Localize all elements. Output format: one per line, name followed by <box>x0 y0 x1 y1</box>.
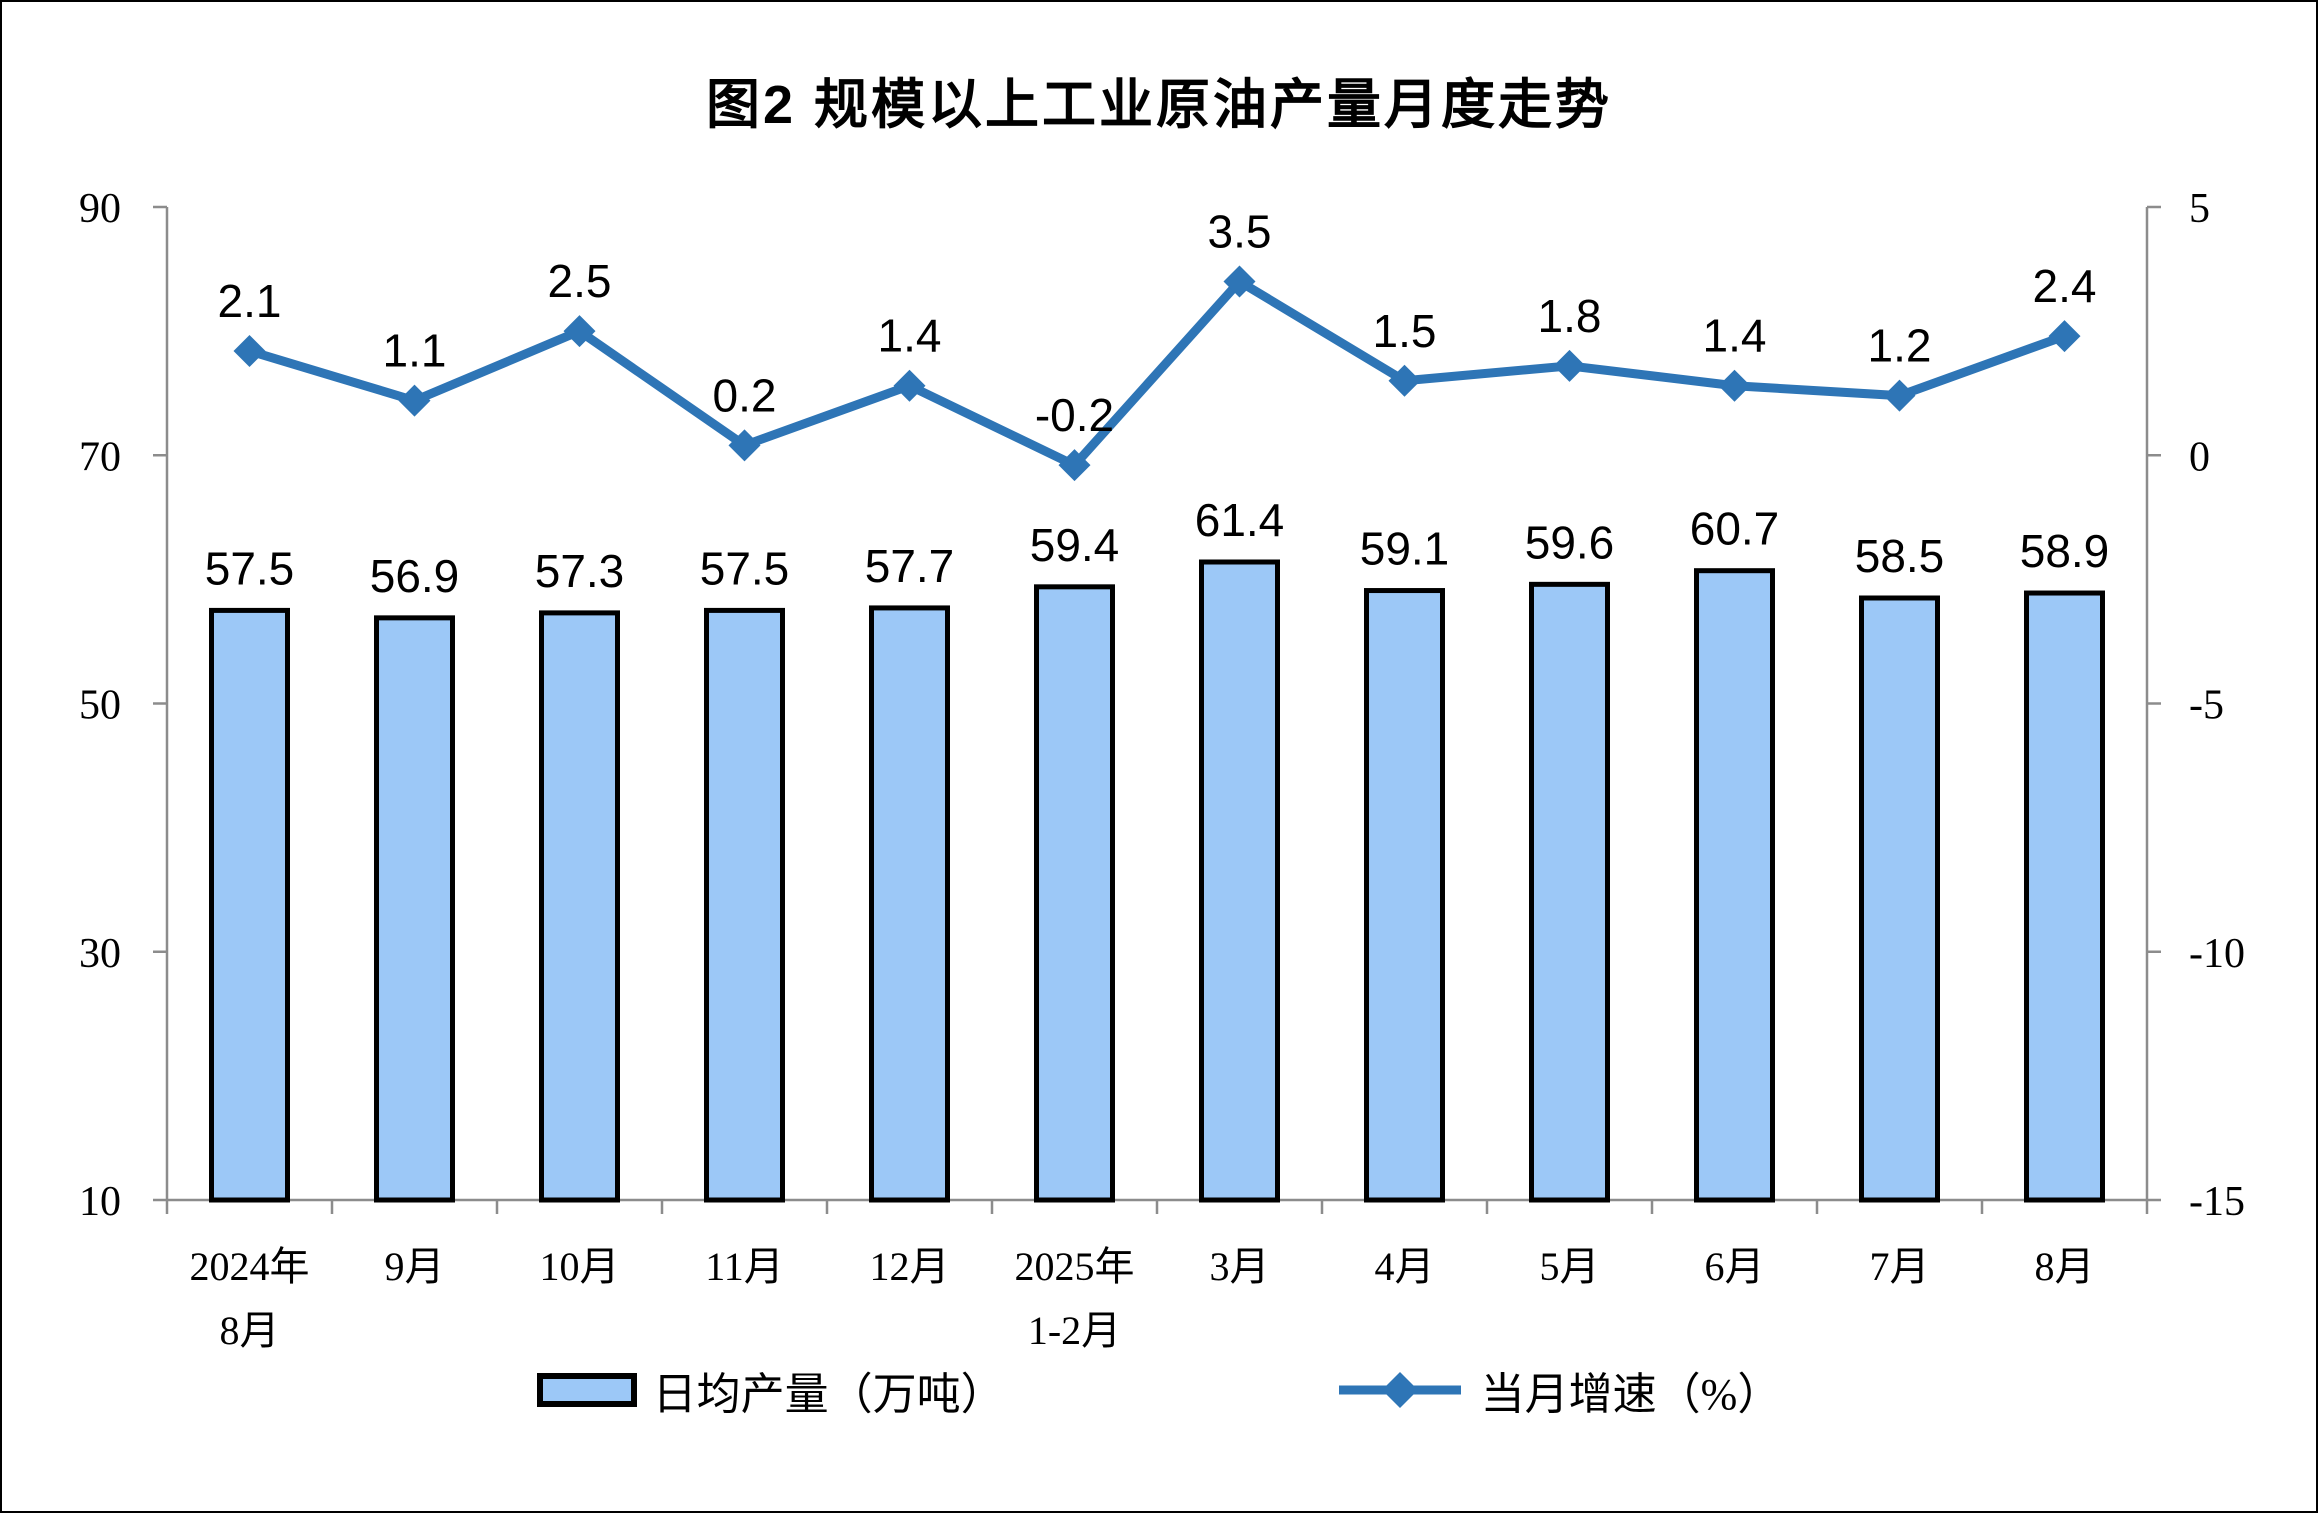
x-axis-label: 2025年 <box>1015 1244 1135 1289</box>
bar-value-label: 58.9 <box>2020 525 2110 577</box>
bar-value-label: 57.5 <box>700 542 790 594</box>
bar <box>869 605 950 1203</box>
line-value-label: 3.5 <box>1208 205 1272 257</box>
line-marker-icon <box>1883 379 1916 412</box>
bar-value-label: 58.5 <box>1855 530 1945 582</box>
x-axis-label: 12月 <box>870 1244 950 1289</box>
bar <box>209 607 290 1203</box>
line-value-label: -0.2 <box>1035 389 1114 441</box>
line-marker-icon <box>233 334 266 367</box>
bar-legend-swatch-icon <box>536 1373 637 1407</box>
left-axis-tick-label: 50 <box>79 683 121 729</box>
x-axis-label: 4月 <box>1375 1244 1435 1289</box>
bar-value-label: 60.7 <box>1690 503 1780 555</box>
bar-value-label: 59.4 <box>1030 519 1120 571</box>
bar <box>1199 559 1280 1203</box>
line-value-label: 2.5 <box>548 255 612 307</box>
bar-value-label: 56.9 <box>370 550 460 602</box>
bar <box>1529 581 1610 1203</box>
bar-value-label: 59.1 <box>1360 523 1450 575</box>
left-axis-tick-label: 30 <box>79 931 121 977</box>
x-axis-label: 7月 <box>1870 1244 1930 1289</box>
bar <box>374 615 455 1203</box>
left-axis-tick-label: 10 <box>79 1179 121 1225</box>
line-value-label: 2.1 <box>218 275 282 327</box>
legend-item-bars: 日均产量（万吨） <box>536 1358 1005 1422</box>
diamond-marker-icon <box>1381 1372 1418 1408</box>
right-axis-tick-label: -15 <box>2189 1179 2245 1225</box>
x-axis-label: 9月 <box>385 1244 445 1289</box>
chart-title: 图2 规模以上工业原油产量月度走势 <box>705 75 1613 135</box>
x-axis-label: 8月 <box>2035 1244 2095 1289</box>
line-value-label: 1.8 <box>1538 290 1602 342</box>
x-axis-label: 3月 <box>1210 1244 1270 1289</box>
line-value-label: 1.4 <box>878 310 942 362</box>
x-axis-label: 10月 <box>540 1244 620 1289</box>
line-marker-icon <box>1718 369 1751 402</box>
x-axis-label: 6月 <box>1705 1244 1765 1289</box>
line-marker-icon <box>893 369 926 402</box>
right-axis-tick-label: -5 <box>2189 683 2224 729</box>
line-marker-icon <box>728 429 761 462</box>
bar <box>1859 595 1940 1203</box>
x-axis-label: 2024年 <box>190 1244 310 1289</box>
bar <box>2024 590 2105 1203</box>
bar <box>1694 568 1775 1203</box>
right-axis-tick-label: 0 <box>2189 434 2210 480</box>
legend-item-line: 当月增速（%） <box>1335 1358 1782 1422</box>
right-axis-tick-label: 5 <box>2189 186 2210 232</box>
bar <box>539 610 620 1203</box>
bar <box>1034 584 1115 1203</box>
line-marker-icon <box>1223 265 1256 298</box>
bar <box>1364 588 1445 1203</box>
right-axis-tick-label: -10 <box>2189 931 2245 977</box>
line-value-label: 1.4 <box>1703 310 1767 362</box>
bar <box>704 607 785 1203</box>
bar-value-label: 57.3 <box>535 545 625 597</box>
line-marker-icon <box>563 315 596 348</box>
line-value-label: 0.2 <box>713 369 777 421</box>
line-legend-swatch-icon <box>1338 1372 1461 1408</box>
x-axis-label: 5月 <box>1540 1244 1600 1289</box>
line-marker-icon <box>1058 449 1091 482</box>
line-marker-icon <box>2048 320 2081 353</box>
left-axis-tick-label: 70 <box>79 434 121 480</box>
line-value-label: 1.5 <box>1373 305 1437 357</box>
line-value-label: 2.4 <box>2033 260 2097 312</box>
line-marker-icon <box>1388 364 1421 397</box>
line-value-label: 1.1 <box>383 325 447 377</box>
bar-value-label: 57.5 <box>205 542 295 594</box>
growth-line <box>245 275 2069 471</box>
bar-value-label: 59.6 <box>1525 516 1615 568</box>
bar-legend-label: 日均产量（万吨） <box>652 1370 1005 1419</box>
line-marker-icon <box>398 384 431 417</box>
x-axis-label: 8月 <box>220 1308 280 1353</box>
line-value-label: 1.2 <box>1868 320 1932 372</box>
bar-value-label: 57.7 <box>865 540 955 592</box>
line-marker-icon <box>1553 349 1586 382</box>
left-axis-tick-label: 90 <box>79 186 121 232</box>
x-axis-label: 11月 <box>705 1244 784 1289</box>
line-legend-label: 当月增速（%） <box>1480 1370 1782 1419</box>
x-axis-label: 1-2月 <box>1028 1308 1121 1353</box>
chart-legend: 日均产量（万吨） 当月增速（%） <box>2 1358 2316 1422</box>
bar-value-label: 61.4 <box>1195 494 1285 546</box>
